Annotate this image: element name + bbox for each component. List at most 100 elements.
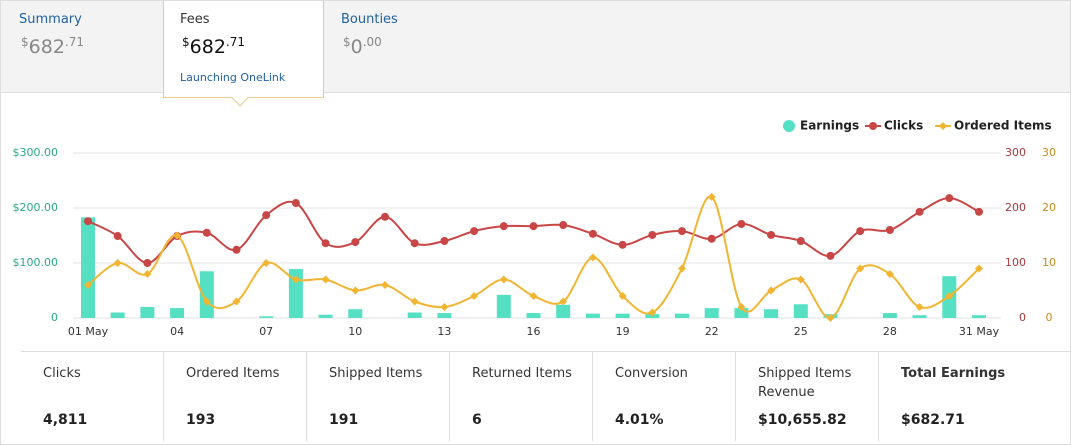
marker — [232, 297, 241, 306]
stat-label: Total Earnings — [901, 366, 1006, 381]
marker — [291, 275, 300, 284]
currency: $ — [343, 35, 351, 49]
marker — [351, 286, 360, 295]
marker — [945, 194, 954, 203]
marker — [262, 259, 271, 267]
marker — [915, 207, 924, 216]
stat-value: 193 — [186, 412, 216, 428]
marker — [618, 292, 627, 300]
x-tick-label: 01 May — [68, 325, 109, 338]
marker — [945, 292, 954, 300]
bar — [437, 313, 452, 318]
marker — [381, 281, 389, 289]
bar — [140, 307, 155, 318]
legend-label: Ordered Items — [954, 119, 1052, 133]
fees-tab[interactable]: Fees $682.71 Launching OneLink — [163, 1, 324, 107]
stat-value: 4,811 — [43, 412, 88, 428]
amount-whole: 682 — [28, 36, 65, 58]
y-tick-label: 0 — [51, 311, 58, 324]
marker — [202, 228, 211, 237]
marker — [143, 259, 152, 267]
marker — [767, 286, 776, 295]
marker — [202, 297, 211, 306]
marker — [84, 217, 92, 226]
stat-label: Returned Items — [472, 366, 572, 381]
stat-cell: Conversion 4.01% — [593, 352, 736, 441]
marker — [678, 227, 686, 236]
marker — [975, 264, 983, 273]
legend-swatch — [869, 122, 877, 130]
bar — [882, 313, 897, 318]
x-tick-label: 28 — [883, 325, 897, 338]
amount-fraction: .71 — [64, 35, 84, 49]
marker — [529, 292, 538, 300]
bar — [615, 313, 630, 318]
marker — [648, 230, 657, 239]
stat-value: $682.71 — [901, 412, 965, 428]
marker — [529, 222, 538, 231]
marker — [291, 199, 300, 208]
marker — [499, 275, 508, 284]
summary-tab[interactable]: Summary $682.71 — [1, 1, 163, 92]
marker — [262, 211, 271, 220]
marker — [321, 275, 330, 284]
y3-tick-label: 30 — [1042, 146, 1056, 159]
x-tick-label: 04 — [170, 325, 184, 338]
bar — [259, 316, 274, 318]
y3-tick-label: 0 — [1046, 311, 1053, 324]
bar — [526, 313, 541, 318]
bounties-tab[interactable]: Bounties $0.00 — [323, 1, 483, 92]
y-tick-label: $100.00 — [13, 256, 59, 269]
marker — [84, 281, 92, 289]
bar — [348, 309, 363, 318]
stat-value: $10,655.82 — [758, 412, 847, 428]
chart: 0 $100.00 $200.00 $300.00 0 100 200 300 0 10 20 30 0… — [13, 119, 1057, 339]
marker — [143, 270, 152, 278]
marker — [796, 237, 805, 245]
bar — [170, 308, 185, 318]
marker — [648, 308, 657, 317]
marker — [975, 207, 983, 216]
stat-cell: Shipped Items Revenue $10,655.82 — [736, 352, 879, 441]
bar — [704, 308, 719, 318]
marker — [707, 193, 716, 201]
bar — [407, 312, 422, 318]
stat-cell: Clicks 4,811 — [21, 352, 164, 441]
legend-label: Clicks — [884, 119, 923, 133]
y2-tick-label: 200 — [1005, 201, 1026, 214]
y3-tick-label: 10 — [1042, 256, 1056, 269]
marker — [499, 222, 508, 231]
marker — [737, 219, 746, 228]
bar — [199, 271, 214, 318]
tab-label[interactable]: Summary — [19, 12, 82, 27]
tab-label[interactable]: Fees — [180, 12, 210, 27]
tab-label[interactable]: Bounties — [341, 12, 398, 27]
stats-row: Clicks 4,811 Ordered Items 193 Shipped Items… — [21, 351, 1070, 441]
x-tick-label: 19 — [616, 325, 630, 338]
bar — [585, 313, 600, 318]
marker — [559, 297, 568, 306]
y2-tick-label: 100 — [1005, 256, 1026, 269]
bar — [288, 269, 303, 318]
marker — [410, 239, 419, 248]
marker — [470, 292, 479, 300]
bar — [318, 314, 333, 318]
amount-fraction: .71 — [225, 35, 245, 49]
marker — [826, 251, 835, 260]
bar — [764, 309, 779, 318]
marker — [588, 229, 597, 238]
marker — [351, 238, 360, 247]
stat-cell: Total Earnings $682.71 — [879, 352, 1021, 441]
x-tick-label: 16 — [527, 325, 541, 338]
stat-cell: Returned Items 6 — [450, 352, 593, 441]
marker — [915, 303, 924, 311]
marker — [826, 314, 835, 322]
bar — [556, 304, 571, 318]
y3-tick-label: 20 — [1042, 201, 1056, 214]
marker — [173, 231, 182, 240]
link[interactable]: Launching OneLink — [180, 71, 286, 84]
stat-value: 191 — [329, 412, 359, 428]
marker — [440, 237, 449, 245]
amount-fraction: .00 — [362, 35, 382, 49]
y-tick-label: $200.00 — [13, 201, 59, 214]
